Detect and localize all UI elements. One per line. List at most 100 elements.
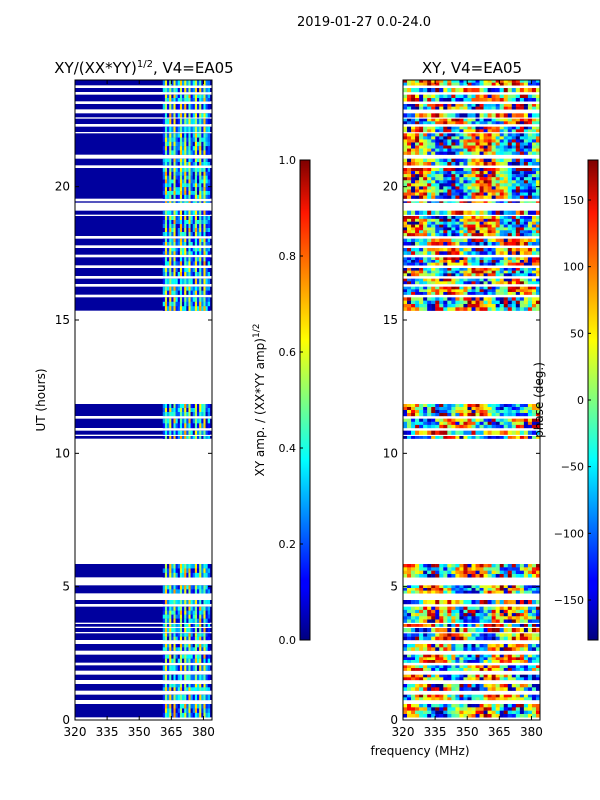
amplitude-cell (184, 712, 187, 718)
phase-cell (515, 281, 521, 285)
phase-cell (531, 145, 537, 149)
phase-cell (439, 270, 444, 274)
amplitude-cell (175, 665, 178, 671)
phase-cell (475, 227, 480, 231)
amplitude-cell (173, 306, 176, 311)
phase-cell (523, 136, 529, 140)
amplitude-cell (164, 175, 168, 180)
phase-cell (439, 113, 444, 118)
phase-cell (531, 633, 537, 637)
phase-cell (491, 136, 496, 140)
phase-cell (403, 674, 408, 678)
phase-cell (531, 654, 537, 658)
phase-cell (523, 238, 529, 243)
amplitude-cell (162, 301, 166, 307)
phase-cell (443, 574, 448, 578)
amplitude-cell (197, 126, 200, 133)
amplitude-cell (173, 606, 176, 611)
amplitude-cell (169, 104, 172, 110)
phase-cell (515, 714, 521, 718)
phase-cell (479, 654, 484, 658)
phase-cell (499, 567, 504, 571)
phase-cell (503, 221, 508, 225)
phase-cell (507, 665, 512, 669)
phase-cell (479, 564, 484, 568)
phase-cell (463, 674, 468, 678)
amplitude-cell (182, 187, 185, 192)
phase-cell (459, 133, 464, 137)
phase-cell (403, 407, 408, 411)
phase-cell (519, 644, 525, 648)
phase-cell (419, 697, 424, 701)
amplitude-cell (207, 684, 211, 688)
amplitude-cell (192, 88, 196, 93)
phase-cell (431, 162, 436, 166)
phase-cell (515, 410, 521, 414)
amplitude-cell (177, 232, 181, 237)
phase-cell (427, 139, 432, 143)
phase-cell (487, 307, 492, 311)
phase-cell (535, 129, 540, 133)
phase-cell (431, 126, 436, 130)
phase-cell (499, 654, 504, 658)
phase-cell (523, 624, 529, 627)
amplitude-cell (205, 684, 208, 688)
phase-cell (471, 714, 476, 718)
phase-cell (491, 654, 496, 658)
phase-cell (431, 292, 436, 295)
amplitude-cell (179, 168, 183, 173)
phase-cell (431, 113, 436, 118)
phase-cell (439, 424, 444, 429)
amplitude-cell (169, 564, 172, 569)
phase-cell (471, 660, 476, 663)
amplitude-cell (207, 158, 211, 163)
phase-cell (407, 410, 412, 414)
amplitude-cell (205, 624, 208, 627)
phase-cell (531, 300, 537, 305)
amplitude-cell (192, 126, 196, 133)
amplitude-colorbar-ticks: 0.00.20.40.60.81.0 (279, 154, 303, 647)
phase-cell (427, 660, 432, 663)
phase-cell (495, 171, 500, 175)
amplitude-cell (171, 257, 174, 262)
phase-cell (531, 171, 537, 175)
phase-cell (451, 238, 456, 243)
phase-cell (463, 687, 468, 691)
phase-cell (431, 590, 436, 594)
phase-cell (535, 260, 540, 263)
amplitude-cell (188, 606, 191, 611)
phase-cell (511, 289, 517, 293)
phase-cell (459, 654, 464, 658)
phase-cell (523, 588, 529, 591)
phase-cell (431, 410, 436, 414)
amplitude-cell (173, 232, 176, 237)
phase-cell (523, 687, 529, 691)
phase-cell (467, 424, 472, 429)
phase-cell (419, 148, 424, 152)
amplitude-cell (205, 644, 208, 648)
amplitude-cell (192, 80, 196, 86)
amplitude-data-row (75, 126, 212, 132)
amplitude-cell (203, 290, 206, 295)
phase-cell (451, 171, 456, 175)
amplitude-cell (164, 430, 168, 435)
amplitude-cell (207, 191, 211, 196)
phase-cell (523, 424, 529, 429)
phase-cell (491, 281, 496, 285)
phase-cell (531, 218, 537, 222)
phase-cell (511, 674, 517, 678)
amplitude-cell (169, 606, 172, 611)
phase-cell (475, 567, 480, 571)
amplitude-cell (169, 614, 172, 619)
amplitude-cell (203, 618, 206, 623)
amplitude-cell (182, 228, 185, 233)
phase-cell (403, 189, 408, 193)
phase-cell (507, 180, 512, 184)
phase-cell (507, 218, 512, 222)
amplitude-cell (179, 158, 183, 163)
phase-cell (423, 684, 428, 688)
amplitude-cell (203, 436, 206, 439)
amplitude-cell (164, 568, 168, 574)
phase-cell (503, 260, 508, 263)
amplitude-cell (203, 306, 206, 311)
